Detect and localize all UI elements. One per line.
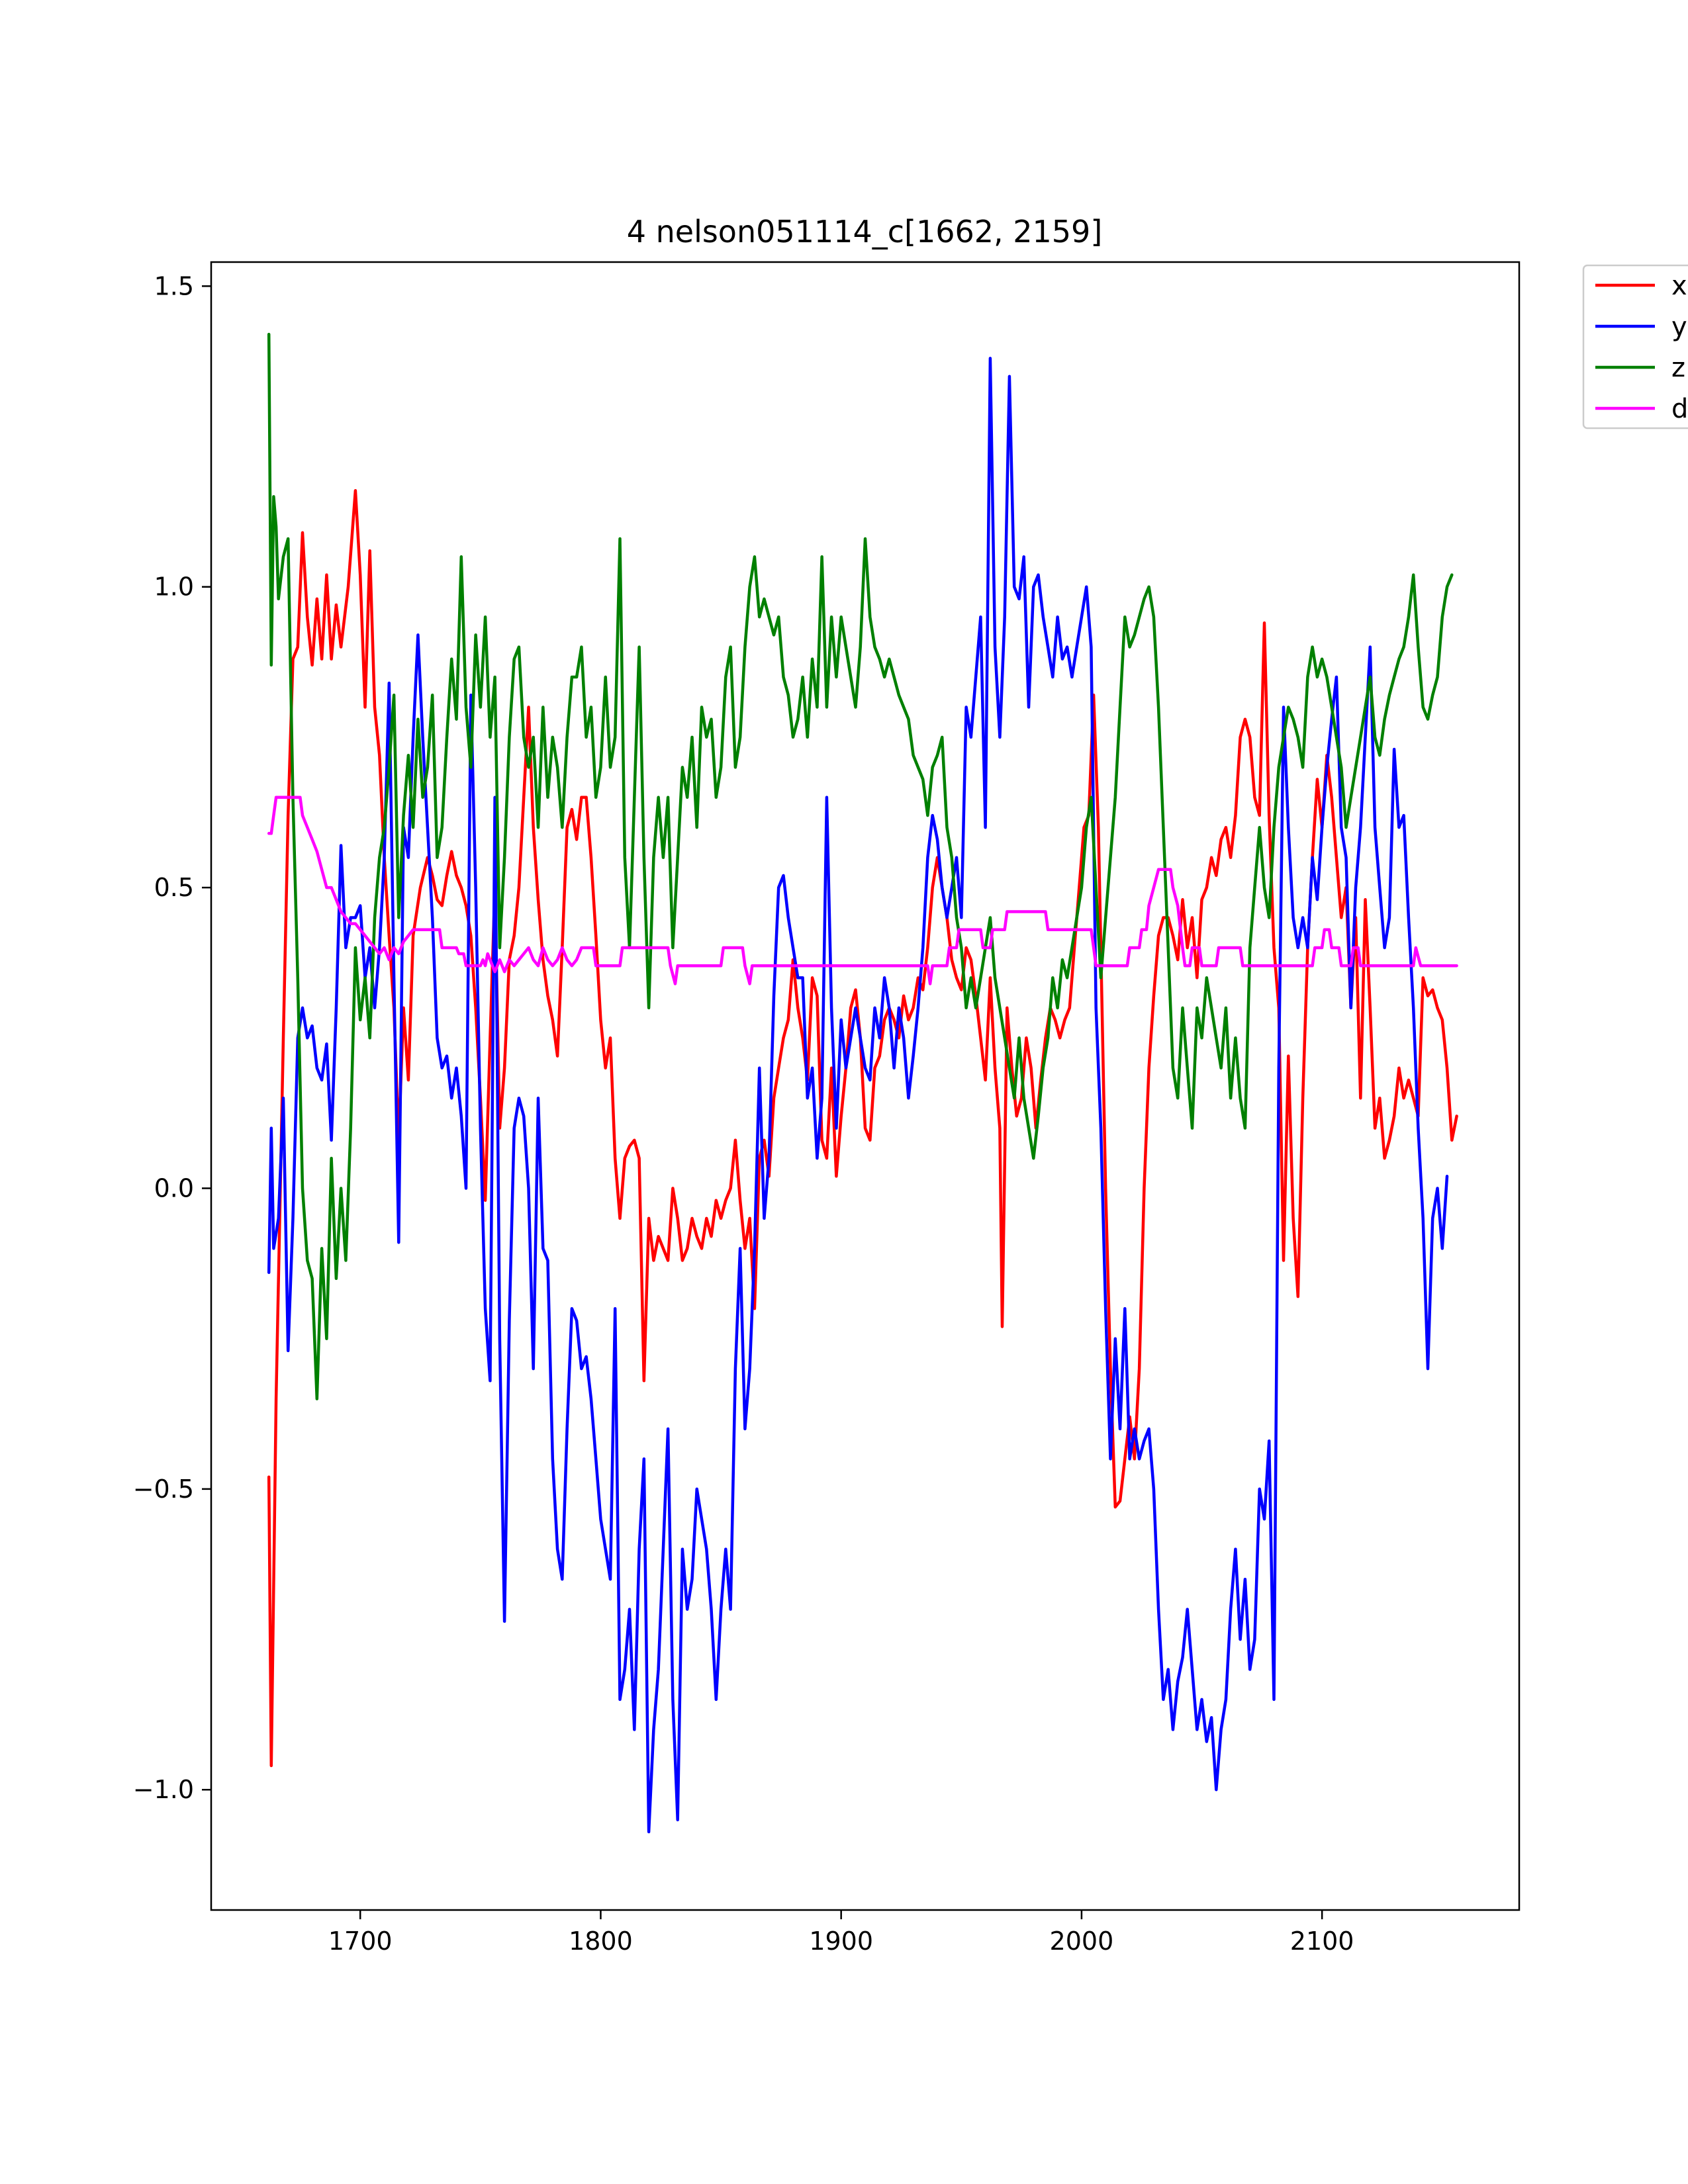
x-axis: 1700 1800 1900 2000 2100 [328,1910,1354,1956]
x-tick-label: 1900 [809,1927,873,1956]
y-axis: 1.5 1.0 0.5 0.0 −0.5 −1.0 [133,271,211,1804]
y-tick-label: 0.0 [154,1173,194,1203]
y-tick-label: 1.0 [154,572,194,602]
chart-title: 4 nelson051114_c[1662, 2159] [627,214,1103,250]
series-line-z [267,332,1454,1400]
x-tick-label: 2000 [1050,1927,1114,1956]
legend-label-x: x [1671,271,1687,301]
legend-label-d: d [1671,394,1688,424]
legend-box [1582,264,1688,430]
legend-label-y: y [1671,312,1687,342]
series-layer [267,332,1458,1834]
y-tick-label: 1.5 [154,271,194,300]
x-tick-label: 2100 [1290,1927,1354,1956]
y-tick-label: 0.5 [154,873,194,902]
x-tick-label: 1700 [328,1927,393,1956]
x-tick-label: 1800 [569,1927,633,1956]
series-line-x [267,489,1458,1768]
y-tick-label: −1.0 [133,1775,194,1804]
series-line-d [267,796,1458,985]
legend-label-z: z [1671,353,1685,383]
y-tick-label: −0.5 [133,1475,194,1504]
series-line-y [267,357,1449,1834]
plot-area-frame [210,261,1521,1911]
